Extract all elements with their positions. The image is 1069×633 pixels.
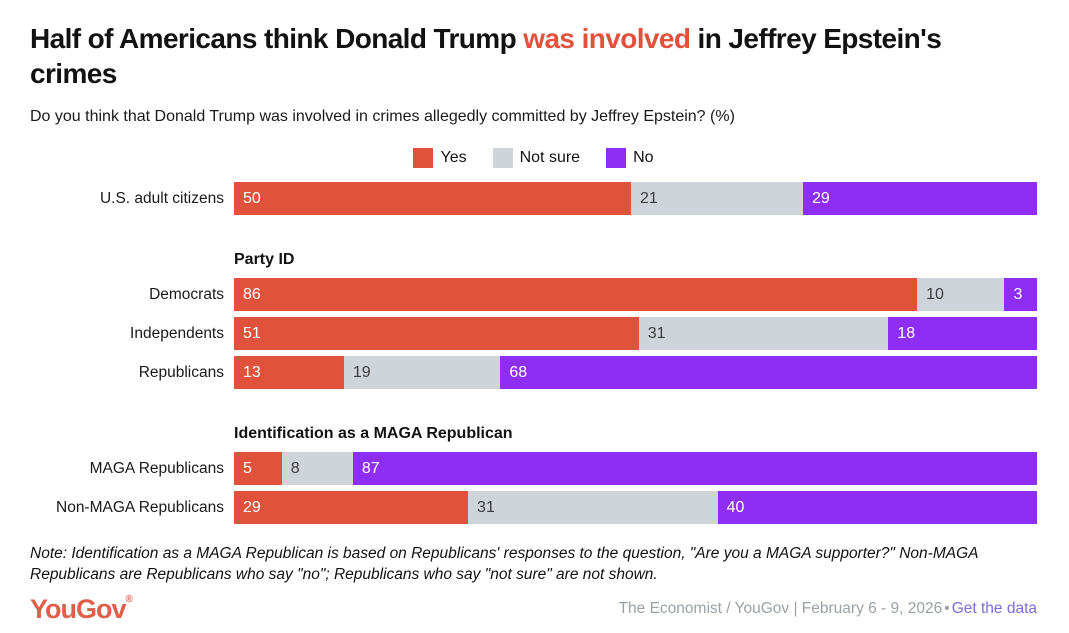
legend-item-not-sure: Not sure bbox=[492, 148, 581, 169]
title-pre: Half of Americans think Donald Trump bbox=[30, 23, 524, 54]
bar-value: 8 bbox=[290, 459, 300, 477]
yougov-logo: YouGov® bbox=[30, 593, 133, 625]
bar-row-us-adults: U.S. adult citizens 50 21 29 bbox=[30, 182, 1037, 216]
legend-swatch-yes bbox=[413, 148, 434, 169]
stacked-bar: 5 8 87 bbox=[234, 452, 1037, 486]
bar-segment-no: 40 bbox=[717, 491, 1038, 525]
bar-segment-no: 18 bbox=[888, 317, 1038, 351]
bar-value: 21 bbox=[640, 189, 658, 207]
bar-segment-yes: 13 bbox=[234, 356, 344, 390]
row-label: MAGA Republicans bbox=[89, 459, 224, 477]
bar-value: 29 bbox=[243, 498, 261, 516]
row-label: Democrats bbox=[149, 285, 224, 303]
stacked-bar: 50 21 29 bbox=[234, 182, 1037, 216]
stacked-bar-chart: U.S. adult citizens 50 21 29 Party ID De… bbox=[30, 182, 1038, 525]
bar-segment-no: 29 bbox=[802, 182, 1037, 216]
legend-item-no: No bbox=[606, 148, 654, 169]
bar-value: 40 bbox=[726, 498, 745, 516]
page-title: Half of Americans think Donald Trump was… bbox=[30, 22, 990, 91]
group-overall: U.S. adult citizens 50 21 29 bbox=[30, 182, 1037, 216]
bar-value: 19 bbox=[352, 363, 371, 381]
bar-row-non-maga-republicans: Non-MAGA Republicans 29 31 40 bbox=[30, 491, 1038, 525]
bar-value: 31 bbox=[477, 498, 495, 516]
group-maga-id: Identification as a MAGA Republican MAGA… bbox=[30, 425, 1038, 525]
bar-segment-not-sure: 10 bbox=[917, 278, 1005, 312]
bar-value: 68 bbox=[509, 363, 528, 381]
legend-swatch-not-sure bbox=[492, 148, 513, 169]
bar-value: 50 bbox=[243, 189, 261, 207]
footnote: Note: Identification as a MAGA Republica… bbox=[30, 545, 978, 583]
group-header-party-id: Party ID bbox=[234, 251, 295, 269]
bar-row-republicans: Republicans 13 19 68 bbox=[30, 356, 1037, 390]
bar-segment-yes: 50 bbox=[234, 182, 631, 216]
bar-value: 29 bbox=[811, 189, 830, 207]
bar-value: 18 bbox=[897, 324, 916, 342]
title-accent: was involved bbox=[523, 23, 691, 54]
credit-line: The Economist / YouGov | February 6 - 9,… bbox=[619, 600, 1037, 618]
stacked-bar: 86 10 3 bbox=[234, 278, 1037, 312]
row-label: Non-MAGA Republicans bbox=[56, 498, 224, 516]
legend-label-yes: Yes bbox=[440, 149, 467, 167]
row-label: Republicans bbox=[138, 363, 224, 381]
bar-row-democrats: Democrats 86 10 3 bbox=[30, 278, 1037, 312]
bar-segment-not-sure: 19 bbox=[343, 356, 501, 390]
group-header-maga-id: Identification as a MAGA Republican bbox=[234, 425, 513, 443]
bar-segment-yes: 51 bbox=[234, 317, 639, 351]
bar-value: 87 bbox=[361, 459, 380, 477]
legend-label-no: No bbox=[633, 149, 654, 167]
bar-segment-not-sure: 31 bbox=[468, 491, 718, 525]
row-label: U.S. adult citizens bbox=[99, 189, 224, 207]
get-the-data-link[interactable]: Get the data bbox=[951, 600, 1037, 618]
title-post: in Jeffrey Epstein's crimes bbox=[30, 23, 942, 89]
bar-segment-no: 68 bbox=[500, 356, 1037, 390]
legend-item-yes: Yes bbox=[413, 148, 467, 169]
stacked-bar: 13 19 68 bbox=[234, 356, 1037, 390]
stacked-bar: 51 31 18 bbox=[234, 317, 1038, 351]
yougov-logo-text: YouGov bbox=[30, 593, 127, 624]
stacked-bar: 29 31 40 bbox=[234, 491, 1038, 525]
legend-label-not-sure: Not sure bbox=[519, 149, 581, 167]
legend-swatch-no bbox=[606, 148, 627, 169]
credit-separator: • bbox=[944, 600, 950, 618]
bar-value: 5 bbox=[243, 459, 252, 477]
bar-row-maga-republicans: MAGA Republicans 5 8 87 bbox=[30, 452, 1037, 486]
bar-value: 3 bbox=[1013, 285, 1023, 303]
bar-segment-not-sure: 21 bbox=[631, 182, 803, 216]
bar-segment-no: 87 bbox=[352, 452, 1037, 486]
bar-value: 31 bbox=[647, 324, 666, 342]
legend: Yes Not sure No bbox=[30, 148, 1037, 169]
row-label: Independents bbox=[130, 324, 224, 342]
bar-segment-not-sure: 31 bbox=[638, 317, 889, 351]
bar-segment-no: 3 bbox=[1004, 278, 1037, 312]
bar-value: 51 bbox=[243, 324, 261, 342]
bar-segment-yes: 86 bbox=[234, 278, 918, 312]
chart-subtitle: Do you think that Donald Trump was invol… bbox=[30, 108, 735, 126]
bar-segment-yes: 29 bbox=[234, 491, 469, 525]
bar-value: 13 bbox=[243, 363, 261, 381]
registered-trademark-icon: ® bbox=[125, 593, 133, 605]
bar-row-independents: Independents 51 31 18 bbox=[30, 317, 1038, 351]
bar-segment-not-sure: 8 bbox=[281, 452, 353, 486]
bar-value: 10 bbox=[926, 285, 944, 303]
bar-value: 86 bbox=[243, 285, 261, 303]
footer: YouGov® The Economist / YouGov | Februar… bbox=[30, 594, 1037, 625]
credit-text: The Economist / YouGov | February 6 - 9,… bbox=[618, 600, 943, 618]
group-party-id: Party ID Democrats 86 10 3 Independents … bbox=[30, 251, 1038, 390]
bar-segment-yes: 5 bbox=[234, 452, 282, 486]
